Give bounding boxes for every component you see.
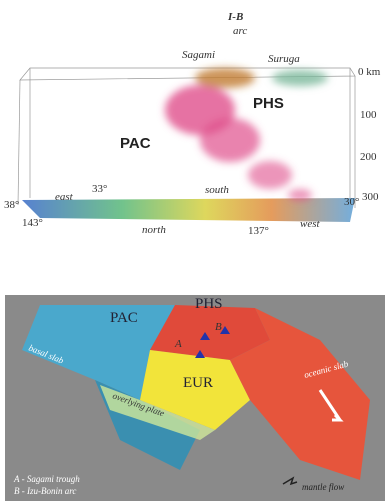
seismicity-cloud	[165, 68, 328, 201]
place-label: Suruga	[268, 53, 300, 65]
arc-label: I-B	[227, 11, 243, 23]
plate-label: PAC	[110, 310, 138, 326]
map-label: 143°	[22, 217, 43, 229]
map-label: east	[55, 191, 74, 203]
plate-label: PAC	[120, 135, 151, 152]
depth-tick: 300	[362, 191, 379, 203]
depth-tick: 100	[360, 109, 377, 121]
map-label: 38°	[4, 199, 19, 211]
arc-label: arc	[233, 25, 247, 37]
map-label: 30°	[344, 196, 359, 208]
map-label: west	[300, 218, 321, 230]
legend-text: mantle flow	[302, 482, 344, 492]
map-label: 33°	[92, 183, 107, 195]
legend-text: B - Izu-Bonin arc	[14, 486, 76, 496]
plate-label: EUR	[183, 375, 213, 391]
plate-label: PHS	[253, 95, 284, 112]
map-label: south	[205, 184, 229, 196]
map-label: north	[142, 224, 166, 236]
figure: I-B arc Sagami Suruga PHS PAC 0 km 100 2…	[0, 0, 388, 501]
place-label: Sagami	[182, 49, 215, 61]
map-label: 137°	[248, 225, 269, 237]
marker-label: A	[174, 338, 182, 350]
plate-label: PHS	[195, 296, 223, 312]
legend-text: A - Sagami trough	[13, 474, 80, 484]
marker-label: B	[215, 321, 222, 333]
depth-tick: 200	[360, 151, 377, 163]
depth-tick: 0 km	[358, 66, 381, 78]
